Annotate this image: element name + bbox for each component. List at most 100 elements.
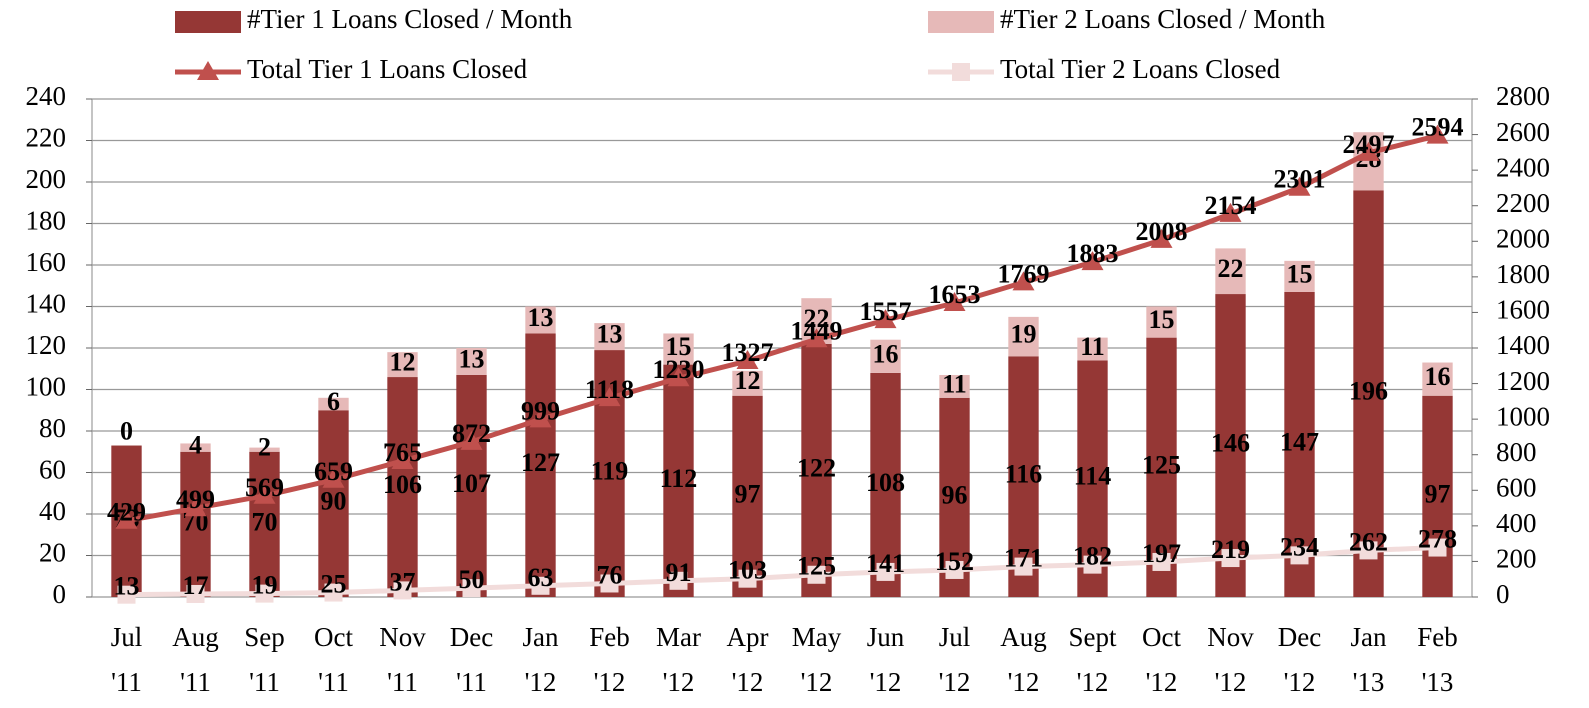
data-label: 0	[120, 416, 133, 445]
data-label: 15	[1287, 259, 1313, 288]
legend-label: Total Tier 2 Loans Closed	[1000, 54, 1281, 84]
legend-label: #Tier 2 Loans Closed / Month	[1000, 4, 1326, 34]
legend-label: Total Tier 1 Loans Closed	[247, 54, 528, 84]
bar	[732, 395, 763, 597]
legend-swatch	[928, 11, 994, 33]
y2-tick-label: 200	[1496, 544, 1537, 574]
data-label: 2	[258, 433, 271, 462]
data-label: 63	[528, 563, 554, 592]
marker	[600, 574, 619, 593]
data-label: 234	[1280, 532, 1319, 561]
x-tick-label: Jul '12	[939, 622, 971, 697]
y-tick-label: 20	[39, 538, 66, 568]
x-tick-label: Oct '11	[314, 622, 353, 697]
data-label: 122	[797, 453, 836, 482]
y2-tick-label: 1800	[1496, 259, 1550, 289]
marker	[669, 571, 688, 590]
marker	[531, 576, 550, 595]
marker	[529, 408, 552, 428]
marker	[1221, 549, 1240, 568]
y2-tick-label: 1600	[1496, 295, 1550, 325]
data-label: 116	[1005, 460, 1043, 489]
data-label: 2301	[1274, 165, 1326, 194]
marker	[945, 560, 964, 579]
y-tick-label: 60	[39, 455, 66, 485]
bar	[525, 306, 556, 334]
marker	[393, 581, 412, 600]
x-tick-label: Nov '11	[379, 622, 426, 697]
bar	[1353, 190, 1384, 598]
marker	[738, 569, 757, 588]
y-tick-label: 40	[39, 496, 66, 526]
bar	[1422, 362, 1453, 396]
y-tick-label: 180	[26, 206, 67, 236]
data-label: 112	[660, 464, 698, 493]
x-tick-label: Jun '12	[867, 622, 905, 697]
marker	[1359, 541, 1378, 560]
data-label: 97	[1425, 479, 1451, 508]
marker	[462, 579, 481, 598]
y2-tick-label: 1200	[1496, 366, 1550, 396]
y-tick-label: 160	[26, 247, 67, 277]
y2-tick-label: 600	[1496, 472, 1537, 502]
data-label: 1769	[998, 259, 1050, 288]
bar	[594, 323, 625, 351]
data-label: 22	[804, 304, 830, 333]
data-label: 1557	[860, 297, 912, 326]
bar	[801, 343, 832, 597]
x-tick-label: Jan '13	[1351, 622, 1387, 697]
data-label: 25	[321, 570, 347, 599]
data-label: 22	[1218, 254, 1244, 283]
bar	[1077, 337, 1108, 361]
data-label: 50	[459, 565, 485, 594]
data-label: 4	[189, 431, 202, 460]
marker	[324, 583, 343, 602]
marker	[667, 367, 690, 387]
bar	[387, 377, 418, 597]
data-label: 569	[245, 473, 284, 502]
marker	[197, 61, 219, 80]
data-label: 2154	[1205, 191, 1257, 220]
y2-tick-label: 400	[1496, 508, 1537, 538]
data-label: 278	[1418, 525, 1457, 554]
marker	[1426, 124, 1449, 144]
data-label: 11	[942, 369, 967, 398]
data-label: 12	[735, 366, 761, 395]
y-tick-label: 120	[26, 330, 67, 360]
data-label: 141	[866, 549, 905, 578]
y2-tick-label: 1400	[1496, 330, 1550, 360]
marker	[1014, 557, 1033, 576]
bar	[1284, 260, 1315, 292]
bar	[1215, 248, 1246, 295]
data-label: 1449	[791, 316, 843, 345]
data-label: 103	[728, 556, 767, 585]
marker	[186, 584, 205, 603]
y2-tick-label: 1000	[1496, 401, 1550, 431]
marker	[117, 585, 136, 604]
data-label: 262	[1349, 527, 1388, 556]
x-tick-label: Sep '11	[244, 622, 285, 697]
data-label: 1327	[722, 338, 774, 367]
data-label: 146	[1211, 428, 1250, 457]
data-label: 91	[666, 558, 692, 587]
line	[126, 133, 1439, 524]
marker	[1288, 176, 1311, 196]
bar	[1353, 132, 1384, 191]
data-label: 127	[521, 448, 560, 477]
bar	[663, 333, 694, 365]
bar	[318, 410, 349, 597]
data-label: 2497	[1343, 130, 1395, 159]
line	[126, 545, 1438, 598]
marker	[1150, 228, 1173, 248]
bar	[939, 374, 970, 398]
x-tick-label: Feb '13	[1417, 622, 1458, 697]
bar	[249, 451, 280, 597]
bar	[456, 374, 487, 597]
data-label: 659	[314, 457, 353, 486]
data-label: 70	[252, 507, 278, 536]
marker	[805, 328, 828, 348]
marker	[952, 63, 970, 81]
marker	[1357, 141, 1380, 161]
data-label: 429	[107, 498, 146, 527]
